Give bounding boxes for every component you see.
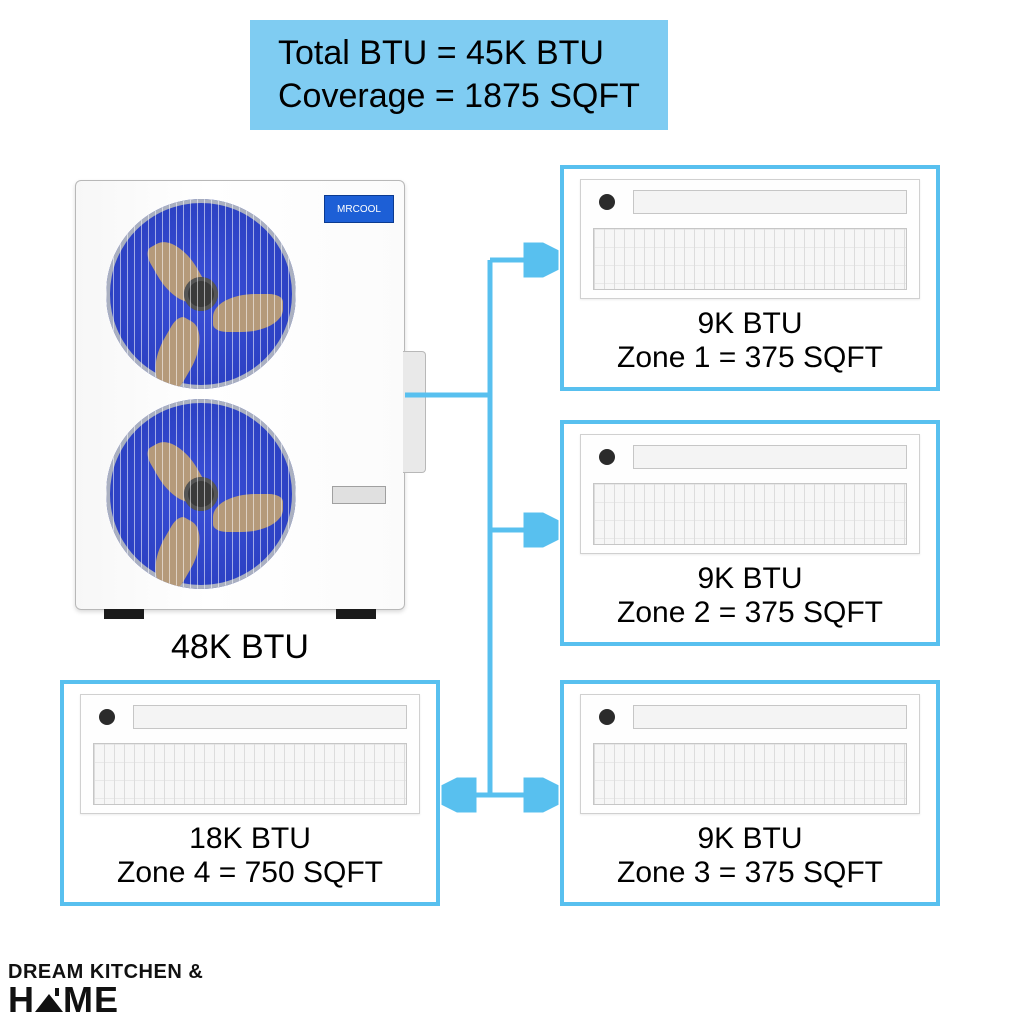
zone4-coverage-label: Zone 4 = 750 SQFT <box>80 856 420 890</box>
zone-box-3: 9K BTU Zone 3 = 375 SQFT <box>560 680 940 906</box>
zone-box-2: 9K BTU Zone 2 = 375 SQFT <box>560 420 940 646</box>
brand-line2-pre: H <box>8 984 35 1016</box>
condenser-unit: MRCOOL 48K BTU <box>75 180 405 667</box>
condenser-body: MRCOOL <box>75 180 405 610</box>
zone1-coverage-label: Zone 1 = 375 SQFT <box>580 341 920 375</box>
condenser-btu-label: 48K BTU <box>75 628 405 667</box>
zone-box-4: 18K BTU Zone 4 = 750 SQFT <box>60 680 440 906</box>
zone3-coverage-label: Zone 3 = 375 SQFT <box>580 856 920 890</box>
summary-box: Total BTU = 45K BTU Coverage = 1875 SQFT <box>250 20 668 130</box>
air-handler-icon <box>80 694 420 814</box>
condenser-brand-plate: MRCOOL <box>324 195 394 223</box>
condenser-fan-bottom <box>106 399 296 589</box>
brand-line2-post: ME <box>63 984 119 1016</box>
summary-coverage: Coverage = 1875 SQFT <box>278 77 640 116</box>
zone1-btu-label: 9K BTU <box>580 307 920 341</box>
house-roof-icon <box>35 994 63 1012</box>
condenser-fan-top <box>106 199 296 389</box>
zone4-btu-label: 18K BTU <box>80 822 420 856</box>
air-handler-icon <box>580 434 920 554</box>
air-handler-icon <box>580 694 920 814</box>
zone3-btu-label: 9K BTU <box>580 822 920 856</box>
air-handler-icon <box>580 179 920 299</box>
zone2-btu-label: 9K BTU <box>580 562 920 596</box>
zone2-coverage-label: Zone 2 = 375 SQFT <box>580 596 920 630</box>
zone-box-1: 9K BTU Zone 1 = 375 SQFT <box>560 165 940 391</box>
brand-logo: DREAM KITCHEN & H ME <box>8 961 203 1016</box>
condenser-status-plate <box>332 486 386 504</box>
summary-total-btu: Total BTU = 45K BTU <box>278 34 640 73</box>
